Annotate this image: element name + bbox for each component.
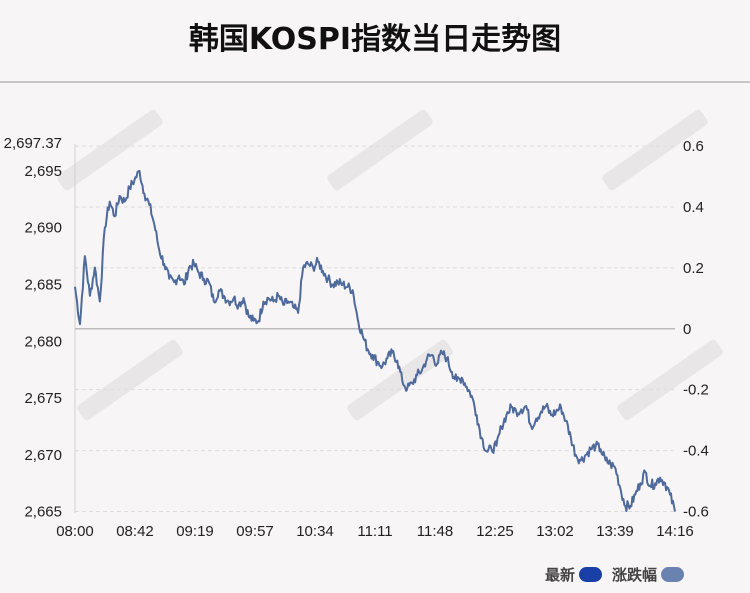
right-tick-label: 0.4 [683, 199, 704, 216]
watermark [77, 339, 183, 421]
left-tick-label: 2,665 [24, 504, 62, 521]
x-tick-label: 13:02 [536, 523, 574, 540]
right-tick-label: 0 [683, 321, 691, 338]
legend-label-latest: 最新 [544, 565, 575, 584]
legend: 最新 涨跌幅 [545, 562, 684, 586]
watermark [347, 339, 453, 421]
left-tick-label: 2,680 [24, 333, 62, 350]
x-tick-label: 12:25 [476, 523, 514, 540]
x-tick-label: 11:48 [417, 523, 453, 540]
legend-label-change: 涨跌幅 [611, 565, 657, 584]
watermark-layer [57, 109, 723, 421]
left-tick-label: 2,675 [24, 390, 62, 407]
chart-title: 韩国KOSPI指数当日走势图 [188, 22, 562, 57]
right-tick-label: -0.2 [683, 382, 709, 399]
watermark [327, 109, 433, 191]
legend-swatch-latest [578, 566, 602, 582]
right-tick-label: -0.4 [683, 443, 709, 460]
left-tick-label: 2,690 [24, 220, 62, 237]
right-tick-labels: 0.6 0.4 0.2 0 -0.2 -0.4 -0.6 [683, 138, 709, 520]
left-tick-labels: 2,697.37 2,665 2,670 2,675 2,680 2,685 2,690 2,… [4, 135, 62, 521]
legend-item-latest[interactable]: 最新 [545, 564, 602, 585]
legend-swatch-change [661, 566, 684, 582]
watermark [57, 109, 163, 191]
x-tick-label: 08:42 [116, 523, 154, 540]
left-tick-label: 2,695 [24, 163, 62, 180]
x-tick-label: 10:34 [296, 523, 334, 540]
right-tick-label: 0.2 [683, 260, 704, 277]
x-tick-label: 09:19 [176, 523, 214, 540]
x-tick-label: 08:00 [56, 523, 94, 540]
x-tick-label: 14:16 [656, 523, 694, 540]
watermark [617, 339, 723, 421]
left-top-label: 2,697.37 [4, 135, 62, 152]
right-tick-label: 0.6 [683, 138, 704, 155]
left-tick-label: 2,670 [24, 447, 62, 464]
right-tick-label: -0.6 [683, 503, 709, 520]
x-tick-label: 13:39 [596, 523, 634, 540]
legend-item-change[interactable]: 涨跌幅 [612, 564, 684, 585]
x-tick-label: 09:57 [236, 523, 274, 540]
watermark [602, 109, 708, 191]
price-series-line [74, 169, 676, 512]
title-divider [0, 81, 750, 83]
left-tick-label: 2,685 [24, 276, 62, 293]
x-tick-label: 11:11 [357, 523, 392, 540]
x-tick-labels: 08:00 08:42 09:19 09:57 10:34 11:11 11:48 12:25… [56, 523, 694, 540]
